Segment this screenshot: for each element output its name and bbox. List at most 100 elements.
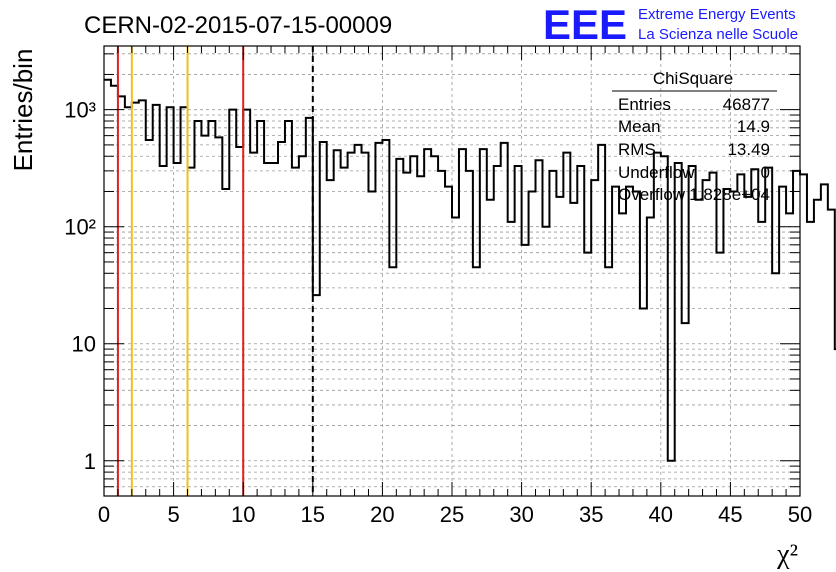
histogram-bin xyxy=(174,163,181,496)
histogram-bin xyxy=(181,107,188,496)
stats-label-underflow: Underflow xyxy=(618,163,695,182)
axis-ticks-layer: 0 5 10 15 20 25 30 35 40 45 50 1 10 10² 10³ xyxy=(64,46,812,527)
histogram-bin xyxy=(167,107,174,496)
x-tick-label: 35 xyxy=(579,502,603,527)
histogram-bin xyxy=(480,149,487,496)
histogram-bin xyxy=(278,142,285,496)
histogram-bin xyxy=(487,200,494,496)
eee-logo: EEE Extreme Energy Events La Scienza nel… xyxy=(543,1,798,48)
histogram-bin xyxy=(584,253,591,496)
y-axis-title: Entries/bin xyxy=(8,49,38,172)
histogram-bin xyxy=(730,191,737,496)
histogram-bin xyxy=(668,461,675,496)
histogram-bin xyxy=(640,309,647,496)
histogram-bin xyxy=(612,187,619,496)
histogram-bin xyxy=(327,180,334,496)
histogram-bin xyxy=(375,143,382,496)
histogram-bin xyxy=(341,168,348,496)
histogram-bin xyxy=(355,145,362,496)
run-title: CERN-02-2015-07-15-00009 xyxy=(84,12,392,39)
histogram-bin xyxy=(682,323,689,496)
histogram-bin xyxy=(445,187,452,496)
x-tick-label: 50 xyxy=(788,502,812,527)
histogram-bin xyxy=(779,187,786,496)
logo-mark: EEE xyxy=(543,1,627,48)
histogram-bin xyxy=(828,210,835,496)
histogram-bin xyxy=(194,121,201,496)
histogram-bin xyxy=(710,173,717,496)
histogram-bin xyxy=(257,121,264,496)
histogram-bin xyxy=(529,191,536,496)
histogram-bin xyxy=(542,227,549,496)
marker-lines-layer xyxy=(116,46,314,496)
histogram-bin xyxy=(417,176,424,496)
x-axis-title: χ² xyxy=(776,539,798,570)
x-tick-label: 45 xyxy=(718,502,742,527)
histogram-bin xyxy=(111,86,118,496)
histogram-bin xyxy=(563,153,570,496)
histogram-bin xyxy=(633,191,640,496)
histogram-bin xyxy=(675,163,682,496)
histogram-bin xyxy=(772,273,779,496)
histogram-bin xyxy=(598,145,605,496)
histogram-bin xyxy=(452,217,459,496)
histogram-bin xyxy=(703,180,710,496)
histogram-bin xyxy=(758,222,765,496)
histogram-bin xyxy=(118,96,125,496)
stats-box-title: ChiSquare xyxy=(653,69,733,88)
stats-label-overflow: Overflow xyxy=(618,185,686,204)
stats-label-entries: Entries xyxy=(618,95,671,114)
stats-value-rms: 13.49 xyxy=(727,140,770,159)
histogram-bin xyxy=(160,166,167,496)
histogram-bin xyxy=(814,200,821,496)
histogram-bin xyxy=(807,222,814,496)
histogram-bin xyxy=(229,110,236,496)
x-tick-label: 40 xyxy=(649,502,673,527)
grid-layer xyxy=(104,46,800,497)
stats-value-mean: 14.9 xyxy=(737,117,770,136)
histogram-bin xyxy=(264,163,271,496)
histogram-bin xyxy=(250,153,257,496)
histogram-bin xyxy=(132,103,139,496)
histogram-bin xyxy=(459,149,466,496)
histogram-bin xyxy=(236,147,243,496)
histogram-bin xyxy=(153,105,160,496)
histogram-bin xyxy=(744,197,751,496)
histogram-bin xyxy=(188,168,195,496)
histogram-bin xyxy=(431,156,438,496)
histogram-bin xyxy=(306,118,313,496)
histogram-bin xyxy=(292,168,299,496)
y-tick-label: 10³ xyxy=(64,98,96,123)
histogram-bin xyxy=(515,166,522,496)
stats-label-rms: RMS xyxy=(618,140,656,159)
histogram-bin xyxy=(494,166,501,496)
histogram-bin xyxy=(396,159,403,496)
histogram-bin xyxy=(556,197,563,496)
stats-value-underflow: 0 xyxy=(761,163,770,182)
stats-box: ChiSquare Entries 46877 Mean 14.9 RMS 13… xyxy=(612,69,777,204)
stats-value-entries: 46877 xyxy=(723,95,770,114)
histogram-bin xyxy=(689,166,696,496)
histogram-bin xyxy=(605,267,612,496)
histogram-bin xyxy=(591,180,598,496)
histogram-bin xyxy=(271,163,278,496)
histogram-layer xyxy=(104,78,836,496)
histogram-bin xyxy=(508,222,515,496)
y-tick-label: 1 xyxy=(84,449,96,474)
histogram-bin xyxy=(751,169,758,496)
histogram-bin xyxy=(716,253,723,496)
histogram-bin xyxy=(536,160,543,496)
histogram-bin xyxy=(424,149,431,496)
histogram-bin xyxy=(619,213,626,496)
histogram-bin xyxy=(723,189,730,496)
histogram-bin xyxy=(570,203,577,496)
histogram-bin xyxy=(362,153,369,496)
histogram-bin xyxy=(765,168,772,496)
histogram-bin xyxy=(125,107,132,496)
histogram-bin xyxy=(410,156,417,496)
x-tick-label: 20 xyxy=(370,502,394,527)
y-tick-label: 10 xyxy=(72,332,96,357)
histogram-outline xyxy=(104,78,836,462)
histogram-bin xyxy=(737,174,744,496)
